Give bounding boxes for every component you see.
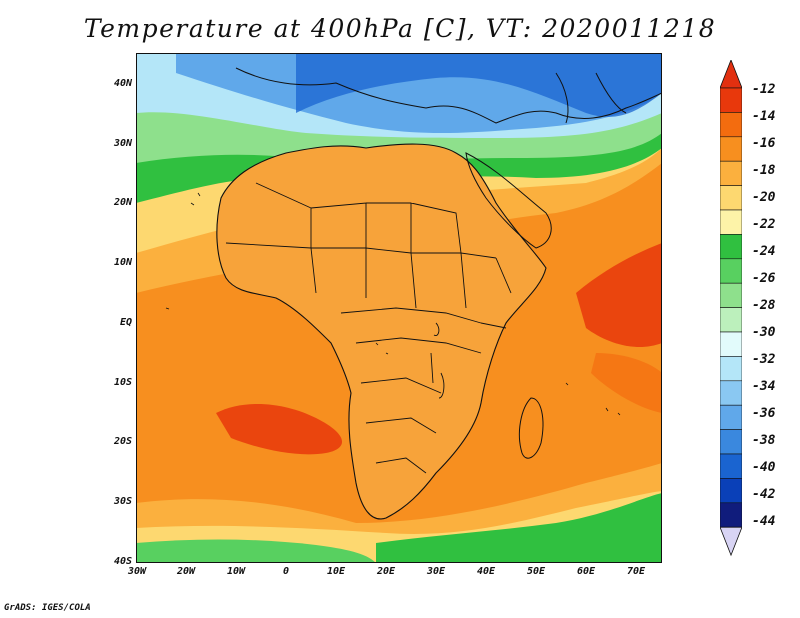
colorbar-label-44: -44 — [752, 514, 776, 529]
europe-coast — [235, 67, 662, 124]
colorbar-label-36: -36 — [752, 406, 776, 421]
grads-credit: GrADS: IGES/COLA — [4, 603, 91, 613]
map-border — [136, 53, 662, 563]
colorbar-label-28: -28 — [752, 298, 776, 313]
colorbar-label-12: -12 — [752, 82, 776, 97]
colorbar-segment — [720, 453, 742, 479]
lon-label-30e: 30E — [426, 566, 446, 577]
arabia — [465, 152, 552, 249]
colorbar-segment — [720, 356, 742, 382]
colorbar-segment — [720, 258, 742, 284]
colorbar-label-38: -38 — [752, 433, 776, 448]
colorbar-top-arrow — [720, 60, 742, 89]
lat-label-eq: EQ — [119, 317, 132, 328]
lon-label-20e: 20E — [376, 566, 396, 577]
band-green-south — [376, 493, 662, 563]
colorbar-label-24: -24 — [752, 244, 776, 259]
lon-label-20w: 20W — [176, 566, 196, 577]
colorbar-bottom-arrow — [720, 526, 742, 557]
country-borders — [225, 182, 512, 474]
colorbar-label-26: -26 — [752, 271, 776, 286]
warm-patch-indian-2 — [591, 353, 662, 413]
warm-patch-indian — [576, 243, 662, 348]
caspian-region — [555, 72, 627, 124]
band-lightgreen-south — [136, 539, 376, 563]
colorbar-label-42: -42 — [752, 487, 776, 502]
lat-label-20s: 20S — [113, 436, 132, 447]
africa-landmass — [216, 143, 547, 520]
lon-label-70e: 70E — [626, 566, 646, 577]
lat-label-30s: 30S — [113, 496, 132, 507]
colorbar-segment — [720, 185, 742, 211]
lat-label-40s: 40S — [113, 556, 132, 567]
lon-label-40e: 40E — [476, 566, 496, 577]
colorbar-segment — [720, 380, 742, 406]
islands — [165, 192, 621, 416]
chart-title: Temperature at 400hPa [C], VT: 202001121… — [83, 14, 717, 43]
lat-label-10n: 10N — [113, 257, 132, 268]
lon-label-10e: 10E — [326, 566, 346, 577]
colorbar-segment — [720, 209, 742, 235]
lon-label-30w: 30W — [127, 566, 147, 577]
madagascar — [518, 397, 544, 459]
colorbar-segment — [720, 234, 742, 260]
colorbar-segment — [720, 112, 742, 138]
colorbar-label-16: -16 — [752, 136, 776, 151]
lon-label-60e: 60E — [576, 566, 596, 577]
colorbar-label-32: -32 — [752, 352, 776, 367]
lat-label-10s: 10S — [113, 377, 132, 388]
colorbar-segment — [720, 136, 742, 162]
colorbar-label-20: -20 — [752, 190, 776, 205]
lon-label-0: 0 — [282, 566, 290, 577]
colorbar-segment — [720, 404, 742, 430]
colorbar-segment — [720, 87, 742, 113]
colorbar-segment — [720, 282, 742, 308]
colorbar — [720, 60, 742, 557]
lon-label-10w: 10W — [226, 566, 246, 577]
lat-label-20n: 20N — [113, 197, 132, 208]
colorbar-label-40: -40 — [752, 460, 776, 475]
temperature-map — [136, 53, 662, 563]
colorbar-label-18: -18 — [752, 163, 776, 178]
lat-label-30n: 30N — [113, 138, 132, 149]
lat-label-40n: 40N — [113, 78, 132, 89]
colorbar-segment — [720, 331, 742, 357]
lon-label-50e: 50E — [526, 566, 546, 577]
lakes — [430, 322, 445, 399]
colorbar-segment — [720, 502, 742, 528]
colorbar-segment — [720, 307, 742, 333]
colorbar-segment — [720, 478, 742, 504]
band-darkblue-north — [296, 53, 662, 117]
warm-patch-southatlantic — [216, 403, 343, 455]
colorbar-label-34: -34 — [752, 379, 776, 394]
colorbar-label-14: -14 — [752, 109, 776, 124]
colorbar-segment — [720, 429, 742, 455]
colorbar-label-30: -30 — [752, 325, 776, 340]
colorbar-segment — [720, 160, 742, 186]
colorbar-label-22: -22 — [752, 217, 776, 232]
